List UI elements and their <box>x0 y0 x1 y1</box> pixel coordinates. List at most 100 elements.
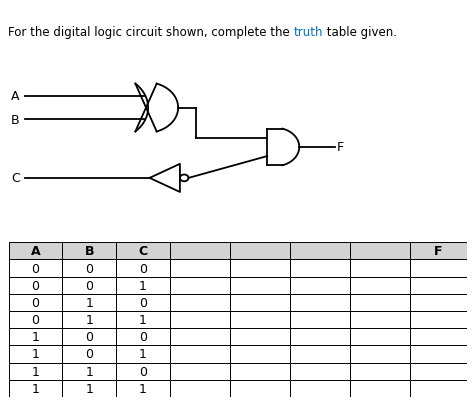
Bar <box>9 328 62 346</box>
Bar <box>230 243 290 260</box>
Bar <box>62 277 116 294</box>
Bar <box>170 277 230 294</box>
Bar <box>62 346 116 363</box>
Text: F: F <box>434 245 443 258</box>
Text: 1: 1 <box>139 279 147 292</box>
Bar <box>9 294 62 311</box>
Bar <box>290 346 350 363</box>
Bar <box>9 380 62 397</box>
Bar <box>62 243 116 260</box>
Bar <box>230 380 290 397</box>
Bar <box>170 363 230 380</box>
Text: 1: 1 <box>31 365 39 378</box>
Bar <box>62 363 116 380</box>
Bar <box>62 260 116 277</box>
Text: B: B <box>85 245 94 258</box>
Text: 1: 1 <box>31 330 39 343</box>
Bar <box>350 346 410 363</box>
Bar <box>116 328 170 346</box>
Bar <box>410 260 467 277</box>
Bar <box>170 294 230 311</box>
Bar <box>170 243 230 260</box>
Bar <box>62 380 116 397</box>
Text: F: F <box>337 141 344 154</box>
Bar <box>290 380 350 397</box>
Bar <box>410 294 467 311</box>
Bar <box>350 380 410 397</box>
Text: 0: 0 <box>85 262 93 275</box>
Bar <box>116 380 170 397</box>
Bar <box>410 380 467 397</box>
Bar <box>9 243 62 260</box>
Bar <box>170 311 230 328</box>
Bar <box>116 346 170 363</box>
Text: 0: 0 <box>85 348 93 360</box>
Bar <box>9 260 62 277</box>
Text: B: B <box>11 114 19 127</box>
Bar <box>62 311 116 328</box>
Bar <box>350 260 410 277</box>
Bar <box>410 363 467 380</box>
Bar <box>410 346 467 363</box>
Bar <box>62 328 116 346</box>
Bar <box>290 260 350 277</box>
Bar <box>170 380 230 397</box>
Bar <box>9 363 62 380</box>
Bar <box>116 311 170 328</box>
Bar <box>410 328 467 346</box>
Text: table given.: table given. <box>323 26 397 39</box>
Bar <box>350 328 410 346</box>
Bar <box>9 311 62 328</box>
Text: For the digital logic circuit shown, complete the: For the digital logic circuit shown, com… <box>8 26 294 39</box>
Text: C: C <box>11 172 19 185</box>
Bar <box>350 311 410 328</box>
Bar <box>290 311 350 328</box>
Text: 0: 0 <box>31 313 39 326</box>
Bar <box>230 260 290 277</box>
Text: 1: 1 <box>85 365 93 378</box>
Bar <box>410 243 467 260</box>
Bar <box>410 311 467 328</box>
Bar <box>290 363 350 380</box>
Text: 0: 0 <box>31 262 39 275</box>
Bar <box>116 363 170 380</box>
Text: 0: 0 <box>139 262 147 275</box>
Text: A: A <box>11 90 19 103</box>
Text: A: A <box>30 245 40 258</box>
Text: 1: 1 <box>139 313 147 326</box>
Bar <box>170 328 230 346</box>
Bar <box>230 294 290 311</box>
Text: 1: 1 <box>139 348 147 360</box>
Bar <box>9 277 62 294</box>
Bar <box>350 363 410 380</box>
Bar <box>350 277 410 294</box>
Bar <box>350 294 410 311</box>
Text: 0: 0 <box>85 330 93 343</box>
Bar <box>9 346 62 363</box>
Bar <box>170 260 230 277</box>
Bar <box>410 277 467 294</box>
Text: C: C <box>138 245 147 258</box>
Bar <box>230 311 290 328</box>
Bar <box>116 243 170 260</box>
Text: 1: 1 <box>31 348 39 360</box>
Text: 1: 1 <box>31 382 39 395</box>
Bar <box>230 363 290 380</box>
Bar <box>170 346 230 363</box>
Bar <box>230 277 290 294</box>
Text: truth: truth <box>294 26 323 39</box>
Text: 0: 0 <box>139 296 147 309</box>
Bar <box>350 243 410 260</box>
Bar <box>116 277 170 294</box>
Bar <box>290 243 350 260</box>
Text: 0: 0 <box>31 296 39 309</box>
Bar <box>230 328 290 346</box>
Bar <box>62 294 116 311</box>
Bar <box>116 294 170 311</box>
Text: 1: 1 <box>85 313 93 326</box>
Text: 0: 0 <box>139 365 147 378</box>
Text: 1: 1 <box>85 382 93 395</box>
Bar <box>116 260 170 277</box>
Bar <box>230 346 290 363</box>
Bar <box>290 294 350 311</box>
